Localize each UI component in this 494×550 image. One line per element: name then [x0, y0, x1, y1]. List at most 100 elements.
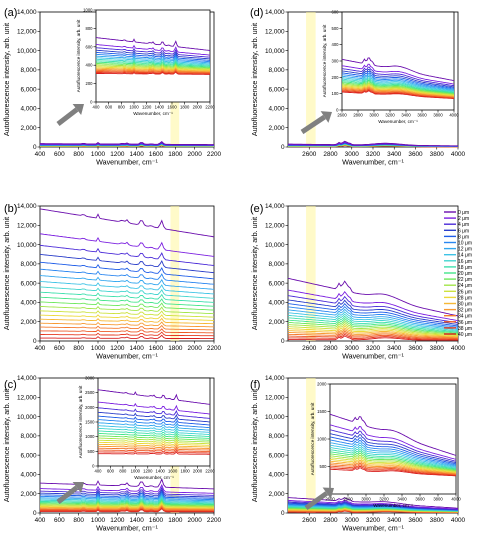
x-tick-label: 3400 [387, 517, 402, 524]
series-line [287, 317, 459, 333]
inset-series-line [96, 58, 210, 66]
inset-x-tick-label: 3000 [369, 113, 379, 118]
inset-series-line [329, 413, 457, 456]
y-tick-label: 6,000 [21, 280, 37, 287]
x-tick-label: 2800 [323, 517, 338, 524]
series-line [39, 253, 215, 274]
x-tick-label: 3000 [345, 151, 360, 158]
highlight-band [170, 206, 180, 341]
legend-entry: 38 μm [458, 326, 472, 332]
y-tick-label: 6,000 [21, 452, 37, 459]
inset-series-line [97, 432, 211, 439]
y-tick-label: 8,000 [269, 433, 285, 440]
series-line [39, 233, 215, 257]
y-tick-label: 10,000 [17, 48, 37, 55]
inset-x-tick-label: 1000 [131, 469, 141, 474]
inset-series-line [96, 68, 211, 73]
inset-x-tick-label: 400 [93, 105, 101, 110]
x-tick-label: 3600 [408, 517, 423, 524]
legend-entry: 20 μm [458, 271, 472, 277]
inset-series-line [95, 60, 211, 67]
y-tick-label: 2,000 [21, 491, 37, 498]
series-line [288, 333, 459, 341]
legend-entry: 36 μm [458, 320, 472, 326]
series-line [287, 313, 459, 332]
series-line [40, 321, 214, 328]
x-tick-label: 3400 [387, 151, 402, 158]
y-tick-label: 10,000 [265, 414, 285, 421]
y-tick-label: 14,000 [17, 203, 37, 210]
inset-series-line [98, 446, 210, 451]
x-tick-label: 3200 [366, 345, 381, 352]
series-line [40, 499, 214, 506]
x-tick-label: 600 [54, 517, 65, 524]
inset-y-axis-label: Autofluorescence intensity, arb. unit [322, 24, 327, 97]
inset-series-line [341, 87, 455, 98]
x-tick-label: 3800 [430, 345, 445, 352]
y-tick-label: 14,000 [17, 375, 37, 382]
x-tick-label: 800 [73, 517, 84, 524]
legend-entry: 16 μm [458, 259, 472, 265]
x-tick-label: 3200 [366, 517, 381, 524]
series-line [287, 321, 459, 335]
inset-y-tick-label: 400 [332, 42, 340, 47]
inset-y-tick-label: 200 [332, 75, 340, 80]
legend-entry: 28 μm [458, 295, 472, 301]
series-line [288, 332, 459, 340]
inset-y-axis-label: Autofluorescence intensity, arb. unit [78, 385, 83, 458]
inset-series-line [341, 81, 455, 94]
inset-series-line [341, 90, 455, 100]
x-tick-label: 400 [35, 517, 46, 524]
x-tick-label: 2800 [323, 151, 338, 158]
y-tick-label: 2,000 [269, 125, 285, 132]
inset-x-tick-label: 4000 [451, 497, 461, 502]
inset-x-tick-label: 3400 [401, 113, 411, 118]
y-tick-label: 4,000 [269, 106, 285, 113]
series-line [287, 311, 459, 331]
y-tick-label: 0 [33, 510, 37, 517]
panel-label: (f) [250, 379, 260, 391]
inset-series-line [329, 459, 457, 474]
panel-label: (d) [250, 7, 263, 19]
x-tick-label: 2000 [188, 345, 203, 352]
y-tick-label: 10,000 [265, 48, 285, 55]
series-line [40, 494, 215, 503]
x-tick-label: 3000 [345, 345, 360, 352]
y-tick-label: 0 [281, 144, 285, 151]
inset-y-tick-label: 300 [332, 58, 340, 63]
inset-x-tick-label: 1800 [180, 469, 190, 474]
inset-y-tick-label: 0 [92, 463, 95, 468]
inset-series-line [341, 77, 455, 92]
x-tick-label: 2000 [188, 517, 203, 524]
series-line [40, 492, 214, 501]
series-line [40, 505, 214, 511]
y-tick-label: 14,000 [17, 9, 37, 16]
inset-y-tick-label: 2500 [85, 390, 95, 395]
y-tick-label: 4,000 [21, 300, 37, 307]
x-axis-label: Wavenumber, cm⁻¹ [342, 157, 404, 166]
x-tick-label: 1200 [110, 151, 125, 158]
x-tick-label: 1000 [91, 517, 106, 524]
x-tick-label: 1800 [168, 517, 183, 524]
inset-x-tick-label: 2200 [205, 105, 215, 110]
x-tick-label: 2200 [207, 517, 222, 524]
inset-series-line [329, 467, 456, 477]
series-line [288, 140, 458, 147]
y-tick-label: 12,000 [17, 29, 37, 36]
series-line [40, 503, 214, 509]
y-axis-label: Autofluorescence intensity, arb. unit [250, 217, 259, 330]
series-line [39, 244, 215, 266]
inset-x-tick-label: 3800 [433, 497, 443, 502]
series-line [287, 289, 459, 322]
x-tick-label: 1600 [149, 517, 164, 524]
y-tick-label: 4,000 [21, 106, 37, 113]
highlight-band [306, 206, 316, 341]
legend-entry: 14 μm [458, 253, 472, 259]
y-axis-label: Autofluorescence intensity, arb. unit [2, 23, 11, 136]
y-tick-label: 6,000 [269, 86, 285, 93]
y-tick-label: 12,000 [265, 223, 285, 230]
inset-series-line [329, 436, 457, 465]
x-axis-label: Wavenumber, cm⁻¹ [342, 351, 404, 360]
inset-x-tick-label: 2800 [353, 113, 363, 118]
series-line [40, 496, 215, 504]
